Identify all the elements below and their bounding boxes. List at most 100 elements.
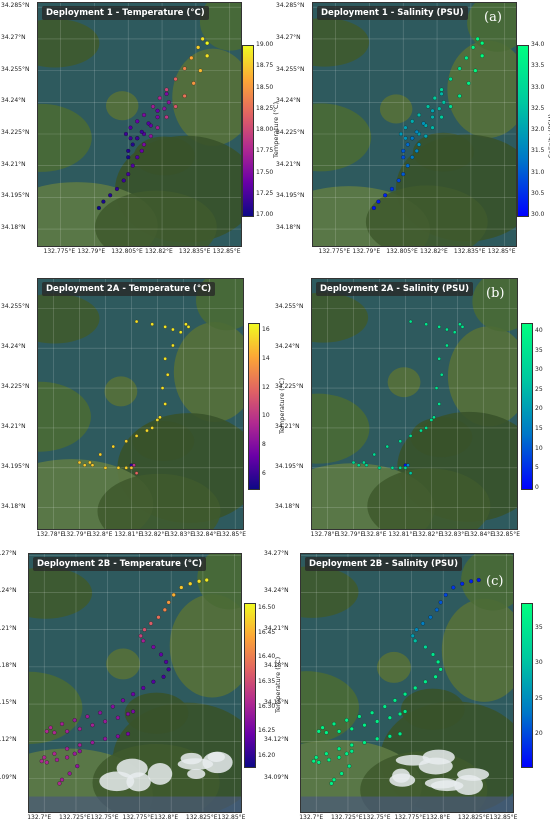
map-frame: Deployment 2B - Salinity (PSU)	[300, 553, 514, 813]
colorbar-tick-label: 17.75	[256, 147, 274, 155]
data-point	[135, 136, 140, 141]
data-point	[139, 129, 144, 134]
data-point	[135, 155, 140, 160]
x-tick-label: 132.83°E	[440, 531, 469, 538]
data-point	[115, 715, 120, 720]
data-point	[52, 730, 57, 735]
data-point	[433, 674, 438, 679]
x-tick-label: 132.82°E	[414, 531, 443, 538]
data-point	[311, 759, 316, 764]
data-point	[408, 471, 413, 475]
data-point	[171, 343, 175, 348]
y-tick-label: 34.21°N	[1, 160, 26, 168]
data-point	[173, 104, 178, 109]
data-point	[111, 444, 116, 449]
colorbar-tick-label: 35	[535, 623, 543, 631]
colorbar-tick-label: 30	[535, 659, 543, 667]
data-point	[150, 104, 156, 109]
data-point	[349, 749, 354, 754]
x-tick-label: 132.7°E	[27, 814, 52, 821]
data-point	[337, 746, 342, 751]
data-point	[423, 679, 428, 684]
data-point	[434, 386, 439, 390]
data-point	[460, 581, 465, 586]
data-point	[405, 163, 410, 168]
x-tick-label: 132.835°E	[178, 248, 211, 255]
x-tick-label: 132.825°E	[457, 814, 490, 821]
y-tick-label: 34.195°N	[1, 462, 30, 470]
data-point	[457, 93, 462, 99]
data-point	[65, 755, 70, 760]
x-tick-label: 132.775°E	[394, 814, 427, 821]
x-tick-label: 132.82°E	[145, 248, 173, 255]
data-point	[445, 343, 449, 348]
data-point	[396, 178, 401, 183]
data-point	[196, 45, 201, 50]
data-point	[98, 710, 103, 715]
data-point	[387, 734, 392, 739]
data-point	[131, 709, 136, 714]
x-tick-label: 132.85°E	[212, 248, 241, 255]
data-point	[371, 205, 376, 211]
data-point	[443, 592, 448, 597]
data-point	[416, 142, 422, 147]
data-point	[382, 704, 387, 709]
data-point	[410, 155, 415, 160]
data-point	[460, 325, 465, 329]
x-tick-label: 132.81°E	[388, 531, 417, 538]
colorbar-tick-label: 16	[262, 326, 270, 334]
y-tick-label: 34.09°N	[264, 773, 289, 781]
x-tick-label: 132.79°E	[77, 248, 106, 255]
data-point	[476, 577, 481, 583]
data-point	[349, 726, 354, 731]
data-point	[405, 142, 410, 147]
x-tick-label: 132.81°E	[114, 531, 143, 538]
data-point	[158, 652, 164, 657]
data-point	[410, 119, 415, 124]
map-frame: Deployment 2B - Temperature (°C)	[28, 553, 242, 813]
x-tick-label: 132.75°E	[362, 814, 391, 821]
colorbar-tick-label: 8	[262, 440, 266, 448]
data-point	[438, 667, 443, 672]
data-point	[383, 193, 388, 198]
y-tick-label: 34.225°N	[1, 129, 30, 136]
data-point	[205, 53, 210, 58]
x-tick-label: 132.84°E	[466, 531, 495, 538]
map-frame: Deployment 2A - Temperature (°C)	[37, 278, 244, 530]
data-point	[390, 466, 395, 470]
data-point	[162, 607, 167, 612]
colorbar-tick-label: 30.0	[531, 211, 545, 218]
data-point	[434, 607, 439, 612]
data-point	[326, 757, 331, 762]
colorbar-tick-label: 19.00	[256, 41, 274, 48]
data-point	[337, 755, 342, 760]
y-tick-label: 34.285°N	[1, 2, 30, 10]
data-point	[403, 466, 408, 470]
data-point	[420, 621, 425, 626]
data-point	[134, 319, 139, 324]
chart-title: Deployment 2A - Temperature (°C)	[42, 282, 216, 296]
data-point	[437, 402, 441, 406]
data-point	[116, 466, 121, 470]
x-tick-label: 132.8°E	[88, 531, 113, 538]
data-point	[445, 327, 449, 332]
x-tick-label: 132.79°E	[352, 248, 381, 255]
y-tick-label: 34.27°N	[1, 33, 26, 41]
data-point	[125, 731, 131, 736]
data-point	[77, 749, 82, 754]
data-point	[375, 736, 380, 741]
data-point	[397, 731, 403, 736]
data-point	[57, 781, 62, 786]
x-tick-label: 132.775°E	[318, 248, 351, 255]
data-point	[408, 319, 413, 324]
data-point	[108, 193, 113, 198]
data-point	[77, 742, 82, 748]
colorbar-tick-label: 16.50	[258, 603, 276, 611]
data-point	[439, 87, 444, 92]
data-point	[428, 615, 433, 620]
y-tick-label: 34.24°N	[276, 97, 301, 105]
data-point	[65, 746, 70, 751]
data-point	[480, 53, 485, 58]
y-tick-label: 34.18°N	[1, 224, 26, 232]
data-point	[314, 755, 319, 760]
